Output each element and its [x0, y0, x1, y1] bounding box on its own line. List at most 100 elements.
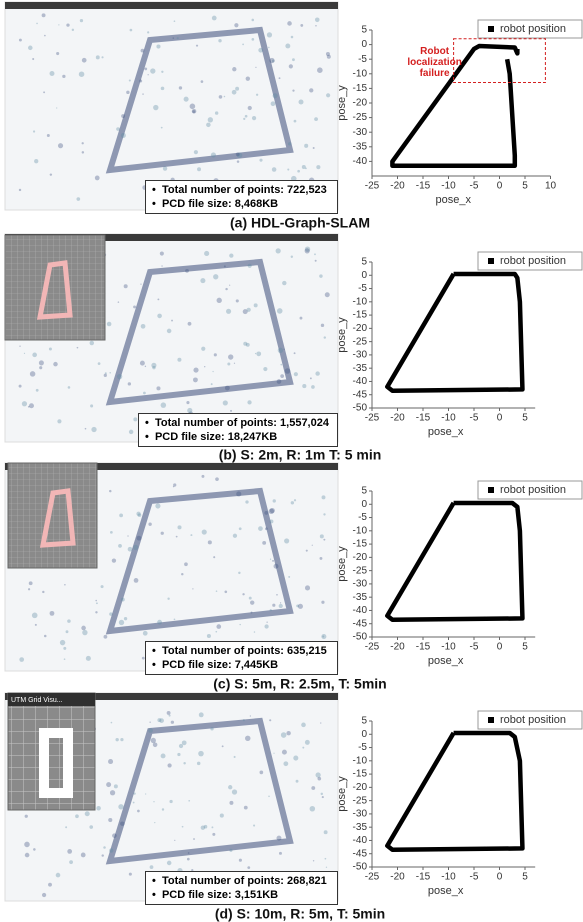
point-cloud-dot — [320, 722, 322, 724]
point-cloud-dot — [314, 253, 316, 256]
x-tick-label: -10 — [441, 872, 456, 883]
annotation-box — [453, 38, 546, 84]
point-cloud-dot — [166, 710, 171, 715]
point-cloud-dot — [212, 370, 214, 373]
point-cloud-dot — [120, 737, 124, 742]
point-cloud-dot — [309, 806, 316, 812]
point-cloud-dot — [116, 373, 123, 380]
x-tick-label: -5 — [470, 413, 479, 424]
point-cloud-dot — [214, 111, 219, 115]
point-cloud-dot — [23, 352, 26, 354]
legend-box — [477, 710, 583, 730]
point-cloud-dot — [58, 24, 60, 26]
x-tick-label: -5 — [470, 872, 479, 883]
x-tick-label: -25 — [365, 872, 380, 883]
x-tick-label: -20 — [390, 642, 405, 653]
point-cloud-dot — [103, 634, 108, 639]
point-cloud-dot — [259, 770, 264, 775]
point-cloud-dot — [153, 801, 155, 803]
point-cloud-dot — [283, 761, 289, 767]
point-cloud-dot — [317, 776, 322, 781]
point-cloud-dot — [304, 143, 309, 148]
point-cloud-dot — [109, 848, 114, 853]
legend-label: robot position — [500, 484, 566, 496]
y-tick-label: 0 — [361, 499, 367, 510]
point-cloud-dot — [320, 323, 325, 328]
point-cloud-dot — [290, 255, 294, 258]
trajectory — [385, 500, 525, 622]
point-cloud-dot — [35, 388, 39, 392]
point-cloud-dot — [183, 761, 186, 765]
point-cloud-dot — [295, 779, 299, 783]
point-cloud-dot — [204, 250, 210, 257]
point-cloud-dot — [49, 70, 55, 76]
y-tick-label: -5 — [358, 283, 367, 294]
x-tick-label: 0 — [497, 413, 503, 424]
point-cloud-dot — [75, 814, 79, 819]
point-cloud-dot — [236, 160, 240, 163]
y-tick-label: -20 — [353, 782, 368, 793]
point-cloud-dot — [266, 621, 268, 623]
point-cloud-dot — [62, 74, 66, 79]
point-cloud-dot — [206, 122, 211, 128]
y-tick-label: -20 — [353, 323, 368, 334]
info-box: Total number of points: 635,215PCD file … — [145, 641, 338, 675]
point-cloud-dot — [223, 265, 226, 268]
point-cloud-dot — [66, 23, 70, 27]
y-tick-label: -5 — [358, 54, 367, 65]
point-cloud-dot — [144, 67, 148, 71]
y-tick-label: -35 — [353, 592, 368, 603]
point-cloud-dot — [243, 117, 246, 120]
point-cloud-dot — [285, 43, 291, 49]
point-cloud-dot — [278, 851, 282, 855]
point-cloud-dot — [296, 604, 300, 608]
y-tick-label: -15 — [353, 539, 368, 550]
point-cloud-dot — [127, 382, 132, 386]
point-cloud-dot — [183, 96, 189, 102]
y-tick-label: -25 — [353, 565, 368, 576]
point-cloud-dot — [201, 346, 206, 351]
point-cloud-dot — [210, 727, 214, 731]
point-cloud-dot — [319, 274, 323, 278]
x-tick-label: 0 — [497, 642, 503, 653]
point-cloud-dot — [89, 340, 95, 346]
point-cloud-dot — [216, 624, 222, 629]
panel-caption: (b) S: 2m, R: 1m T: 5 min — [219, 447, 382, 463]
point-cloud-dot — [39, 366, 43, 370]
y-tick-label: -10 — [353, 525, 368, 536]
info-box: Total number of points: 1,557,024PCD fil… — [138, 413, 338, 447]
point-cloud-dot — [141, 656, 145, 660]
point-cloud-dot — [304, 246, 311, 252]
point-cloud-dot — [200, 825, 206, 830]
point-cloud-dot — [297, 169, 300, 173]
point-cloud-dot — [246, 307, 251, 312]
point-cloud-dot — [148, 522, 152, 526]
point-cloud-dot — [172, 37, 175, 39]
point-cloud-dot — [189, 103, 196, 110]
point-cloud-dot — [245, 342, 250, 347]
point-cloud-dot — [263, 366, 268, 372]
point-cloud-dot — [157, 718, 162, 723]
point-cloud-dot — [167, 763, 172, 768]
y-tick-label: -30 — [353, 127, 368, 138]
point-cloud-dot — [280, 374, 284, 379]
point-cloud-dot — [95, 602, 98, 605]
point-cloud-dot — [215, 477, 219, 481]
point-cloud-dot — [203, 824, 208, 829]
y-tick-label: -15 — [353, 769, 368, 780]
point-cloud-dot — [113, 784, 118, 789]
point-cloud-dot — [97, 362, 101, 365]
point-cloud-dot — [249, 715, 251, 717]
point-cloud-dot — [173, 20, 176, 23]
point-cloud-dot — [18, 384, 22, 388]
point-cloud-dot — [123, 284, 128, 289]
point-cloud-dot — [149, 865, 154, 869]
point-cloud-dot — [283, 348, 285, 350]
viewer-titlebar — [5, 234, 338, 241]
point-cloud-dot — [251, 116, 257, 121]
x-tick-label: 5 — [522, 181, 528, 192]
point-cloud-dot — [250, 600, 255, 605]
point-cloud-dot — [304, 248, 310, 254]
point-cloud-dot — [133, 305, 137, 309]
point-cloud-dot — [245, 500, 249, 504]
